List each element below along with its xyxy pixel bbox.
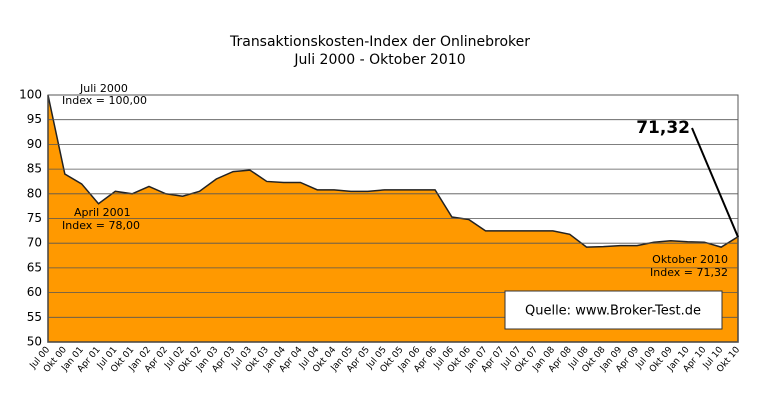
plot-border [47,94,739,343]
chart-subtitle: Juli 2000 - Oktober 2010 [293,52,465,68]
y-tick-label: 65 [27,260,42,274]
source: Quelle: www.Broker-Test.de [525,304,701,319]
source-box [504,290,723,330]
annotation: Index = 100,00 [62,94,147,107]
annotation: Juli 2000 [79,82,128,95]
end-value-label: 71,32 [636,118,690,138]
y-tick-label: 95 [27,112,42,126]
annotation: Index = 78,00 [62,219,140,232]
y-tick-label: 100 [19,88,42,102]
y-tick-label: 55 [27,310,42,324]
annotation: Oktober 2010 [652,253,728,266]
y-tick-label: 80 [27,186,42,200]
y-tick-label: 75 [27,211,42,225]
y-tick-label: 50 [27,335,42,349]
annotations: Juli 2000 Index = 100,00 April 2001 Inde… [62,82,739,330]
y-tick-label: 90 [27,137,42,151]
annotation: April 2001 [74,206,131,219]
y-tick-label: 70 [27,236,42,250]
y-tick-label: 60 [27,285,42,299]
annotation: Index = 71,32 [650,266,728,279]
annotation-pointer [691,127,739,238]
chart-title: Transaktionskosten-Index der Onlinebroke… [229,34,530,50]
y-tick-label: 85 [27,162,42,176]
